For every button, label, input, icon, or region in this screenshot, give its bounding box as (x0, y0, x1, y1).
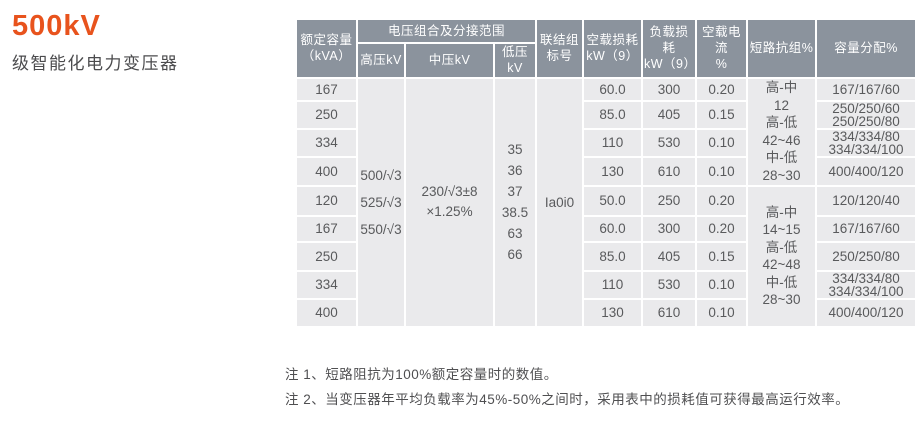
cell-rated-capacity: 400 (297, 157, 356, 185)
cell-no-load-current: 0.20 (697, 216, 746, 241)
table-row: 400 130 610 0.10 400/400/120 (297, 157, 915, 185)
transformer-spec-table: 额定容量 （kVA） 电压组合及分接范围 联结组 标号 空载损耗 kW（9） 负载损耗… (295, 18, 917, 328)
cell-no-load-loss: 130 (584, 157, 641, 185)
header-capacity-alloc: 容量分配% (817, 20, 915, 77)
footnote-2: 注 2、当变压器年平均负载率为45%-50%之间时，采用表中的损耗值可获得最高运… (285, 392, 850, 407)
cell-load-loss: 530 (643, 271, 695, 298)
cell-no-load-current: 0.10 (697, 271, 746, 298)
cell-no-load-loss: 85.0 (584, 101, 641, 128)
cell-load-loss: 610 (643, 299, 695, 326)
cell-impedance-group-2: 高-中 14~15 高-低 42~48 中-低 28~30 (748, 186, 815, 326)
cell-no-load-current: 0.10 (697, 129, 746, 156)
cell-load-loss: 405 (643, 101, 695, 128)
header-voltage-group: 电压组合及分接范围 (358, 20, 535, 42)
cell-capacity-alloc: 167/167/60 (817, 78, 915, 100)
header-rated-capacity: 额定容量 （kVA） (297, 20, 356, 77)
cell-load-loss: 610 (643, 157, 695, 185)
header-lv: 低压kV (495, 44, 535, 77)
cell-no-load-current: 0.10 (697, 157, 746, 185)
cell-no-load-loss: 60.0 (584, 216, 641, 241)
cell-capacity-alloc: 334/334/80 334/334/100 (817, 271, 915, 298)
cell-capacity-alloc: 400/400/120 (817, 299, 915, 326)
cell-rated-capacity: 167 (297, 78, 356, 100)
cell-capacity-alloc: 250/250/60 250/250/80 (817, 101, 915, 128)
header-load-loss: 负载损耗 kW（9） (643, 20, 696, 77)
cell-load-loss: 300 (643, 78, 695, 100)
header-vector-group: 联结组 标号 (537, 20, 582, 77)
cell-rated-capacity: 167 (297, 216, 356, 241)
cell-rated-capacity: 334 (297, 271, 356, 298)
table-header: 额定容量 （kVA） 电压组合及分接范围 联结组 标号 空载损耗 kW（9） 负载损耗… (297, 20, 915, 77)
cell-rated-capacity: 250 (297, 242, 356, 270)
cell-load-loss: 300 (643, 216, 695, 241)
cell-capacity-alloc: 167/167/60 (817, 216, 915, 241)
cell-no-load-loss: 130 (584, 299, 641, 326)
cell-load-loss: 250 (643, 186, 695, 215)
header-impedance: 短路抗组% (748, 20, 815, 77)
header-mv: 中压kV (406, 44, 493, 77)
cell-load-loss: 530 (643, 129, 695, 156)
table-row: 400 130 610 0.10 400/400/120 (297, 299, 915, 326)
cell-mv-voltage: 230/√3±8 ×1.25% (406, 78, 493, 326)
cell-rated-capacity: 400 (297, 299, 356, 326)
cell-load-loss: 405 (643, 242, 695, 270)
page-subtitle: 级智能化电力变压器 (12, 54, 179, 73)
cell-vector-group: Ia0i0 (537, 78, 582, 326)
table-row: 334 110 530 0.10 334/334/80 334/334/100 (297, 271, 915, 298)
cell-no-load-loss: 110 (584, 271, 641, 298)
cell-capacity-alloc: 250/250/80 (817, 242, 915, 270)
header-no-load-loss: 空载损耗 kW（9） (584, 20, 641, 77)
cell-capacity-alloc: 334/334/80 334/334/100 (817, 129, 915, 156)
cell-rated-capacity: 120 (297, 186, 356, 215)
cell-no-load-loss: 50.0 (584, 186, 641, 215)
table-row: 250 85.0 405 0.15 250/250/60 250/250/80 (297, 101, 915, 128)
cell-no-load-current: 0.15 (697, 101, 746, 128)
table-row: 167 60.0 300 0.20 167/167/60 (297, 216, 915, 241)
cell-no-load-current: 0.10 (697, 299, 746, 326)
cell-rated-capacity: 334 (297, 129, 356, 156)
cell-impedance-group-1: 高-中 12 高-低 42~46 中-低 28~30 (748, 78, 815, 185)
cell-rated-capacity: 250 (297, 101, 356, 128)
cell-lv-voltage: 35 36 37 38.5 63 66 (495, 78, 535, 326)
spec-table-body: 167 500/√3 525/√3 550/√3 230/√3±8 ×1.25% 35 36 3… (297, 78, 915, 326)
cell-hv-voltage: 500/√3 525/√3 550/√3 (358, 78, 404, 326)
footnote-1: 注 1、短路阻抗为100%额定容量时的数值。 (285, 367, 558, 382)
header-hv: 高压kV (358, 44, 404, 77)
table-row: 120 50.0 250 0.20 高-中 14~15 高-低 42~48 中-低 28~30 12… (297, 186, 915, 326)
footnotes: 注 1、短路阻抗为100%额定容量时的数值。 注 2、当变压器年平均负载率为45… (285, 362, 849, 412)
cell-capacity-alloc: 400/400/120 (817, 157, 915, 185)
cell-no-load-current: 0.15 (697, 242, 746, 270)
cell-no-load-current: 0.20 (697, 186, 746, 215)
cell-no-load-current: 0.20 (697, 78, 746, 100)
header-no-load-current: 空载电流% (697, 20, 746, 77)
cell-no-load-loss: 110 (584, 129, 641, 156)
table-row: 167 500/√3 525/√3 550/√3 230/√3±8 ×1.25% 35 36 3… (297, 78, 915, 326)
cell-capacity-alloc: 120/120/40 (817, 186, 915, 215)
page-title: 500kV (12, 10, 101, 42)
cell-no-load-loss: 60.0 (584, 78, 641, 100)
table-row: 334 110 530 0.10 334/334/80 334/334/100 (297, 129, 915, 156)
table-row: 250 85.0 405 0.15 250/250/80 (297, 242, 915, 270)
cell-no-load-loss: 85.0 (584, 242, 641, 270)
